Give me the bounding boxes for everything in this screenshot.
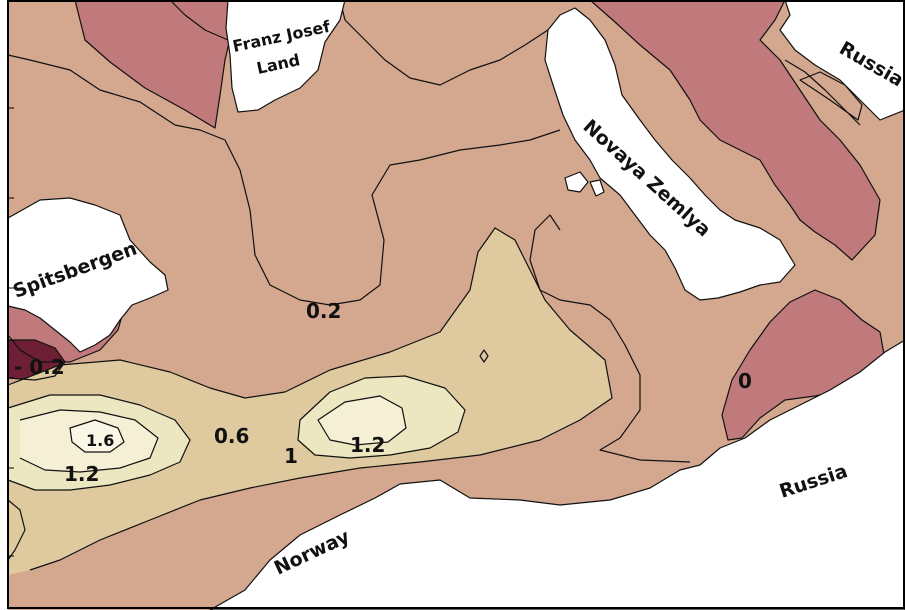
contour-line-north-top — [169, 0, 549, 86]
band-0-novaya-east — [590, 0, 880, 260]
contour-line-0-6 — [7, 227, 613, 571]
contour-line-1-2-west — [19, 409, 159, 473]
contour-label-neg-0-2: - 0.2 — [14, 355, 65, 379]
contour-label-0-6: 0.6 — [214, 424, 249, 448]
contour-label-1-2-west: 1.2 — [64, 462, 99, 486]
band-1-2-center — [318, 396, 406, 445]
contour-line-west-edge — [7, 499, 26, 561]
contour-line-russia-ne — [784, 59, 863, 126]
band-1-6 — [70, 420, 124, 452]
contour-line-0-2-north — [7, 54, 561, 306]
contour-line-1-6 — [69, 419, 125, 453]
contour-line-1-west — [7, 394, 191, 491]
contour-small-loop — [479, 349, 489, 363]
contour-line-0-russia-east — [721, 289, 886, 441]
land-novaya-zemlya — [544, 7, 796, 301]
contour-label-0: 0 — [738, 369, 752, 393]
contour-line-1-2-center — [317, 395, 407, 446]
contour-line-0-novaya-east — [589, 0, 881, 261]
contour-label-0-2: 0.2 — [306, 299, 341, 323]
map-frame — [7, 0, 905, 609]
contour-line-1-center — [297, 375, 466, 459]
contour-label-1: 1 — [284, 444, 298, 468]
land-islet-2 — [589, 179, 605, 197]
land-russia-south — [209, 339, 905, 610]
land-islet-1 — [564, 171, 589, 193]
contour-line-0-2-east — [529, 214, 691, 463]
band-0-6 — [8, 228, 612, 575]
band-0-russia-east — [722, 290, 885, 440]
band-0-north-west — [75, 0, 235, 128]
contour-label-1-6: 1.6 — [86, 431, 114, 450]
contour-label-1-2-center: 1.2 — [350, 433, 385, 457]
land-franz-josef — [225, 0, 346, 113]
land-russia-north — [779, 0, 905, 121]
land-spitsbergen — [7, 197, 169, 353]
